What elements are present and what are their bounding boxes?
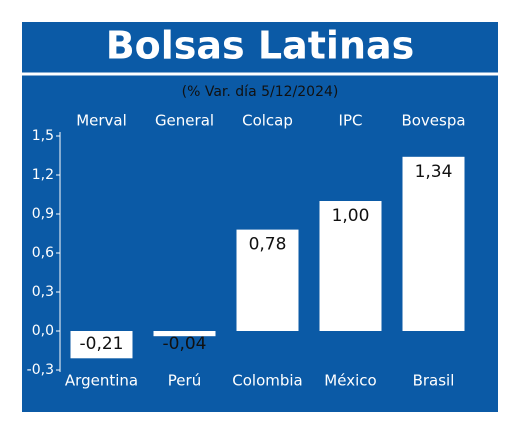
bar (402, 156, 465, 331)
y-tick-label: 1,5 (32, 128, 54, 144)
x-tick-label: Colombia (232, 372, 303, 390)
bar (236, 229, 299, 331)
x-tick-label: México (324, 372, 376, 390)
y-tick-label: 0,0 (32, 323, 54, 339)
bar (153, 331, 216, 337)
index-label: IPC (339, 112, 363, 130)
index-label: Colcap (242, 112, 293, 130)
index-label: General (155, 112, 214, 130)
x-tick-label: Argentina (65, 372, 138, 390)
x-tick-label: Perú (168, 372, 201, 390)
y-tick-label: 0,3 (32, 284, 54, 300)
value-label: -0,04 (163, 334, 207, 354)
bar (319, 201, 382, 331)
y-tick-label: 1,2 (32, 167, 54, 183)
value-label: -0,21 (80, 334, 124, 354)
value-label: 0,78 (249, 235, 287, 255)
chart-title: Bolsas Latinas (106, 24, 415, 68)
index-label: Bovespa (401, 112, 465, 130)
y-tick-label: -0,3 (27, 362, 54, 378)
y-tick-label: 0,9 (32, 206, 54, 222)
index-label: Merval (76, 112, 127, 130)
x-tick-label: Brasil (413, 372, 455, 390)
y-tick-label: 0,6 (32, 245, 54, 261)
value-label: 1,34 (415, 162, 453, 182)
chart-subtitle: (% Var. día 5/12/2024) (182, 84, 339, 100)
bar (70, 331, 133, 359)
value-label: 1,00 (332, 206, 370, 226)
